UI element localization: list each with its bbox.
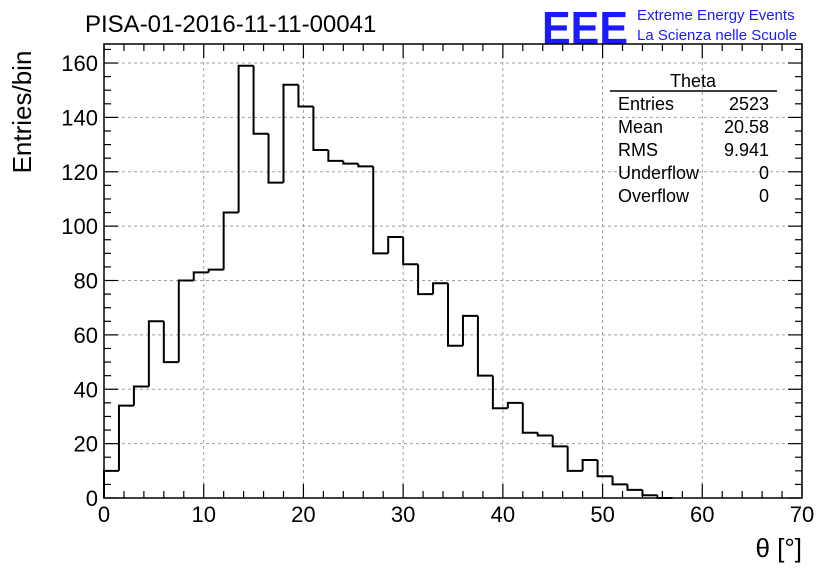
histogram-bin bbox=[626, 484, 643, 491]
histogram-bin bbox=[357, 163, 374, 168]
histogram-bin bbox=[282, 83, 299, 183]
y-tick-label: 160 bbox=[61, 51, 98, 76]
histogram-bin bbox=[596, 459, 613, 478]
histogram-bin bbox=[491, 375, 508, 410]
histogram-bin bbox=[252, 65, 269, 135]
grid-lines bbox=[104, 44, 802, 498]
x-tick-label: 50 bbox=[590, 502, 614, 527]
y-tick-label: 100 bbox=[61, 214, 98, 239]
axes: 0 10 20 30 40 50 60 70 0 20 40 60 80 100 120 140 160 bbox=[61, 43, 814, 527]
histogram-series bbox=[103, 64, 673, 499]
histogram-bin bbox=[372, 166, 389, 255]
stats-label: RMS bbox=[618, 140, 658, 160]
histogram-bin bbox=[551, 435, 568, 448]
stats-value: 0 bbox=[759, 186, 769, 206]
stats-label: Mean bbox=[618, 117, 663, 137]
x-tick-label: 40 bbox=[491, 502, 515, 527]
stats-value: 2523 bbox=[729, 94, 769, 114]
stats-box: Theta Entries 2523 Mean 20.58 RMS 9.941 Underf… bbox=[610, 71, 777, 206]
stats-value: 20.58 bbox=[724, 117, 769, 137]
x-tick-label: 0 bbox=[98, 502, 110, 527]
histogram-bin bbox=[432, 282, 449, 295]
plot-frame bbox=[103, 43, 803, 499]
logo-line-2: La Scienza nelle Scuole bbox=[637, 27, 797, 44]
x-tick-label: 70 bbox=[790, 502, 814, 527]
histogram-bin bbox=[162, 321, 179, 364]
y-tick-label: 140 bbox=[61, 105, 98, 130]
stats-label: Underflow bbox=[618, 163, 700, 183]
y-tick-label: 40 bbox=[74, 377, 98, 402]
y-axis-label: Entries/bin bbox=[7, 51, 37, 174]
stats-label: Entries bbox=[618, 94, 674, 114]
histogram-bin bbox=[222, 211, 239, 270]
histogram-bin bbox=[566, 446, 583, 472]
histogram-bin bbox=[417, 264, 434, 296]
histogram-bin bbox=[506, 401, 523, 409]
stats-title: Theta bbox=[670, 71, 717, 91]
eee-logo-text: EEE bbox=[542, 2, 628, 54]
histogram-bin bbox=[312, 106, 329, 152]
histogram-bin bbox=[147, 320, 164, 387]
y-tick-label: 0 bbox=[86, 486, 98, 511]
y-tick-label: 20 bbox=[74, 432, 98, 457]
histogram-bin bbox=[536, 432, 553, 437]
histogram-bin bbox=[267, 133, 284, 184]
histogram-bin bbox=[521, 402, 538, 434]
histogram-bin bbox=[207, 268, 224, 273]
histogram-bin bbox=[461, 314, 478, 346]
histogram-bin bbox=[192, 271, 209, 281]
histogram-bin bbox=[581, 458, 598, 471]
stats-value: 0 bbox=[759, 163, 769, 183]
y-tick-label: 120 bbox=[61, 160, 98, 185]
histogram-bin bbox=[327, 150, 344, 162]
histogram-bin bbox=[342, 160, 359, 165]
histogram-bin bbox=[237, 64, 254, 213]
x-tick-label: 60 bbox=[690, 502, 714, 527]
x-axis-label: θ [°] bbox=[755, 533, 802, 563]
histogram-bin bbox=[297, 84, 314, 108]
y-tick-label: 80 bbox=[74, 269, 98, 294]
x-tick-label: 20 bbox=[291, 502, 315, 527]
stats-label: Overflow bbox=[618, 186, 690, 206]
histogram-bin bbox=[447, 283, 463, 347]
histogram-bin bbox=[641, 489, 658, 497]
stats-value: 9.941 bbox=[724, 140, 769, 160]
histogram-bin bbox=[476, 315, 493, 377]
histogram-bin bbox=[611, 476, 628, 486]
histogram-bin bbox=[402, 237, 419, 266]
histogram-bin bbox=[132, 385, 149, 406]
x-tick-label: 10 bbox=[191, 502, 215, 527]
x-tick-label: 30 bbox=[391, 502, 415, 527]
y-tick-label: 60 bbox=[74, 323, 98, 348]
histogram-bin bbox=[177, 279, 194, 363]
histogram-bin bbox=[117, 404, 134, 471]
logo-line-1: Extreme Energy Events bbox=[637, 7, 795, 24]
histogram-bin bbox=[387, 236, 404, 254]
chart-title: PISA-01-2016-11-11-00041 bbox=[85, 11, 376, 38]
